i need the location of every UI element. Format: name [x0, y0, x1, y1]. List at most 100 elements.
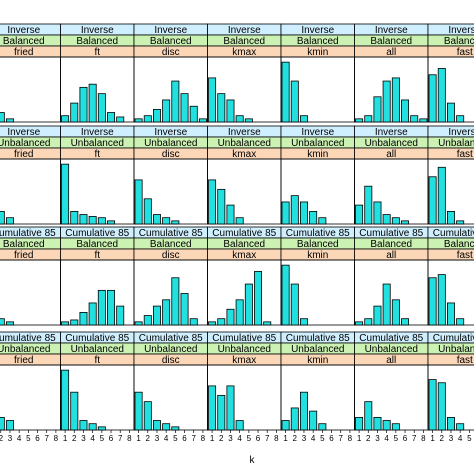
strip-method-label: fast: [457, 250, 473, 261]
bar-k3: [152, 305, 161, 326]
bar-k2: [143, 315, 152, 326]
strip-balance-label: Unbalanced: [144, 138, 197, 149]
x-tick-label: 5: [320, 434, 325, 443]
x-tick-label: 4: [384, 434, 389, 443]
bar-k1: [208, 77, 217, 123]
strip-balance-label: Balanced: [444, 239, 474, 250]
strip-balance-label: Balanced: [150, 36, 192, 47]
strip-method-label: disc: [162, 149, 180, 160]
x-tick-label: 1: [210, 434, 215, 443]
strip-balance-label: Unbalanced: [291, 344, 344, 355]
strip-balance-label: Balanced: [370, 36, 412, 47]
x-tick-label: 3: [81, 434, 86, 443]
strip-method-label: fried: [14, 250, 33, 261]
bar-k1: [61, 115, 70, 123]
panel-r3-c7: Cumulative 85Balancedfast: [427, 226, 474, 326]
strip-method-label: fried: [14, 355, 33, 366]
bar-k4: [456, 115, 465, 123]
x-tick-label: 5: [100, 434, 105, 443]
bar-k4: [235, 299, 244, 326]
bar-k3: [152, 109, 161, 123]
bar-k2: [70, 391, 79, 431]
strip-balance-label: Balanced: [223, 239, 265, 250]
bar-k1: [281, 61, 290, 123]
panel-plot-area: [354, 259, 429, 326]
strip-weighting-label: Cumulative 85: [286, 333, 350, 344]
strip-method-label: fried: [14, 149, 33, 160]
bar-k1: [355, 416, 364, 431]
panel-plot-area: [427, 364, 474, 431]
strip-weighting-label: Inverse: [301, 127, 334, 138]
strip-weighting-label: Cumulative 85: [139, 333, 203, 344]
x-tick-label: 6: [35, 434, 40, 443]
panel-plot-area: [207, 259, 282, 326]
bar-k4: [88, 216, 97, 225]
strip-balance-label: Unbalanced: [365, 138, 418, 149]
bar-k1: [428, 176, 437, 225]
x-tick-label: 2: [0, 434, 4, 443]
strip-balance-label: Balanced: [3, 36, 45, 47]
x-tick-label: 6: [182, 434, 187, 443]
bar-k3: [152, 214, 161, 225]
strip-method-label: all: [386, 149, 396, 160]
x-tick-label: 5: [26, 434, 31, 443]
x-tick-label: 2: [293, 434, 298, 443]
strip-weighting-label: Inverse: [81, 25, 114, 36]
strip-balance-label: Unbalanced: [71, 138, 124, 149]
bar-k1: [428, 74, 437, 123]
bar-k2: [143, 115, 152, 123]
x-tick-label: 6: [403, 434, 408, 443]
bar-k4: [162, 423, 171, 431]
x-tick-label: 2: [366, 434, 371, 443]
bar-k4: [162, 299, 171, 326]
strip-balance-label: Unbalanced: [218, 344, 271, 355]
panel-plot-area: [0, 259, 61, 326]
panel-plot-area: [427, 56, 474, 123]
bar-k3: [446, 102, 455, 123]
strip-balance-label: Balanced: [76, 36, 118, 47]
strip-weighting-label: Inverse: [154, 25, 187, 36]
bar-k1: [208, 179, 217, 225]
bar-k4: [235, 115, 244, 123]
panel-plot-area: [354, 56, 429, 123]
x-tick-label: 5: [247, 434, 252, 443]
x-tick-label: 8: [348, 434, 353, 443]
bar-k1: [61, 369, 70, 431]
strip-balance-label: Unbalanced: [291, 138, 344, 149]
x-tick-label: 7: [118, 434, 123, 443]
bar-k3: [226, 385, 235, 431]
x-tick-label: 7: [44, 434, 49, 443]
bar-k3: [373, 416, 382, 431]
bar-k3: [152, 420, 161, 431]
bar-k2: [143, 401, 152, 431]
bar-k6: [180, 293, 189, 326]
bar-k3: [79, 311, 88, 326]
strip-method-label: all: [386, 355, 396, 366]
bar-k8: [198, 118, 207, 123]
bar-k4: [162, 99, 171, 123]
strip-weighting-label: Inverse: [448, 25, 474, 36]
bar-k3: [5, 118, 14, 123]
bar-k1: [355, 321, 364, 326]
bar-k4: [309, 210, 318, 225]
strip-weighting-label: Cumulative 85: [212, 228, 276, 239]
bar-k1: [281, 201, 290, 225]
bar-k3: [79, 214, 88, 225]
x-tick-label: 3: [228, 434, 233, 443]
strip-weighting-label: Inverse: [7, 25, 40, 36]
bar-k1: [428, 379, 437, 431]
x-tick-label: 3: [449, 434, 454, 443]
bar-k1: [134, 321, 143, 326]
bar-k5: [97, 93, 106, 123]
bar-k3: [5, 420, 14, 431]
bar-k4: [235, 420, 244, 431]
x-tick-label: 4: [237, 434, 242, 443]
strip-balance-label: Unbalanced: [0, 344, 50, 355]
strip-method-label: fast: [457, 47, 473, 58]
bar-k4: [309, 410, 318, 431]
